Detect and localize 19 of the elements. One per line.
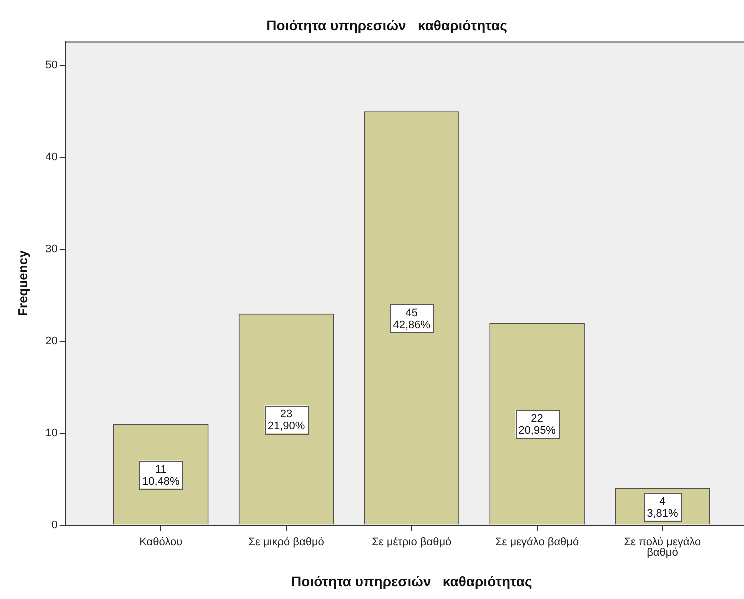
data-label: 23 21,90% [268, 408, 306, 433]
x-axis-title: Ποιότητα υπηρεσιών καθαριότητας [292, 573, 532, 590]
y-tick-label: 40 [46, 152, 58, 164]
data-label: 4 3,81% [647, 496, 679, 520]
x-tick-label: Σε μέτριο βαθμό [372, 536, 452, 549]
y-axis-title: Frequency [15, 250, 30, 316]
y-tick-label: 20 [46, 335, 58, 348]
x-tick-label: Καθόλου [140, 536, 183, 549]
x-tick-label: Σε πολύ μεγάλο βαθμό [624, 536, 702, 560]
y-tick-label: 10 [46, 427, 58, 440]
chart-title: Ποιότητα υπηρεσιών καθαριότητας [266, 17, 508, 34]
x-tick-label: Σε μεγάλο βαθμό [495, 536, 580, 549]
data-label: 11 10,48% [142, 464, 180, 488]
data-label: 22 20,95% [518, 413, 556, 438]
data-label: 45 42,86% [393, 308, 431, 332]
x-tick-label: Σε μικρό βαθμό [248, 536, 324, 549]
y-tick-label: 0 [52, 519, 58, 532]
y-tick-label: 50 [46, 60, 58, 72]
y-tick-label: 30 [46, 244, 58, 256]
